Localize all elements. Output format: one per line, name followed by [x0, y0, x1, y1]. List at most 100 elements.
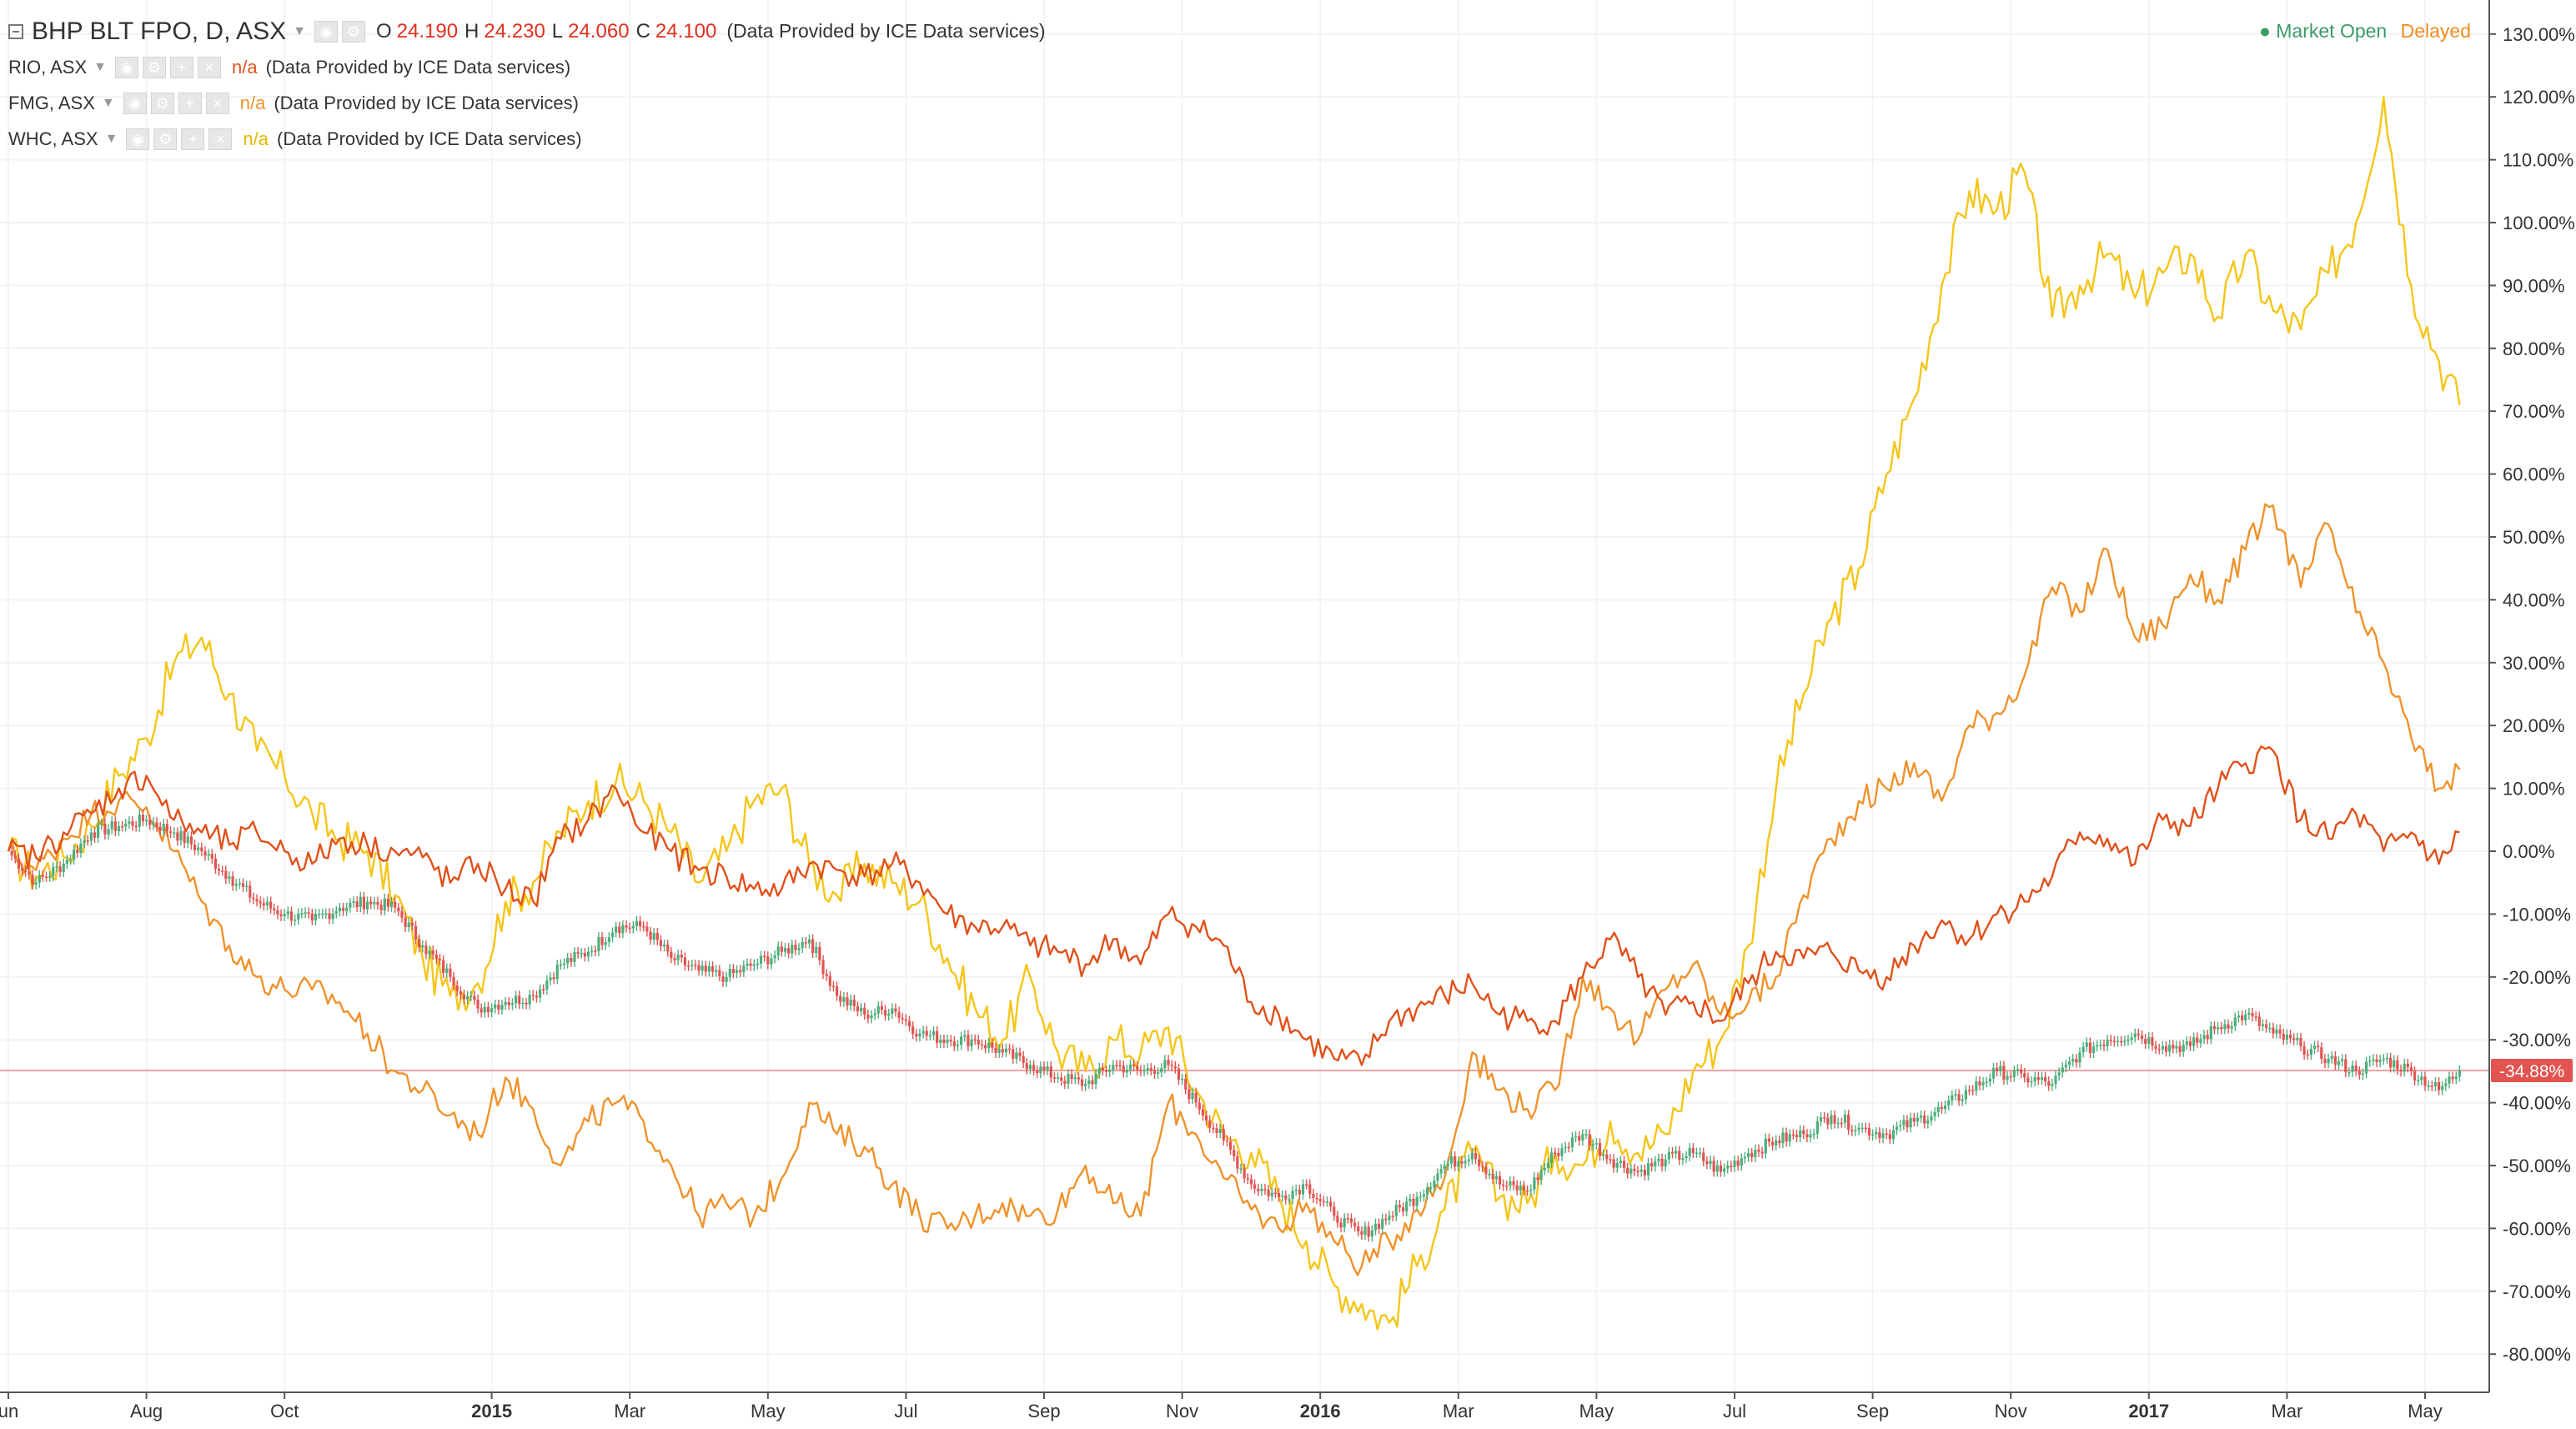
x-tick-label: Aug: [130, 1401, 163, 1421]
candle-body: [831, 985, 836, 988]
collapse-toggle[interactable]: [8, 23, 23, 39]
candle-body: [815, 946, 818, 953]
candle-body: [2375, 1059, 2378, 1063]
candle-body: [1906, 1120, 1909, 1128]
candle-body: [1412, 1198, 1415, 1206]
legend-row-main[interactable]: BHP BLT FPO, D, ASX ▼ ◉ ⚙ O 24.190 H 24.23…: [8, 13, 1046, 49]
candle-body: [1733, 1161, 1736, 1167]
y-tick-label: 70.00%: [2503, 401, 2565, 422]
candle-body: [1329, 1201, 1333, 1207]
close-icon[interactable]: ×: [208, 128, 233, 150]
candle-body: [445, 968, 449, 973]
candle-body: [1015, 1052, 1018, 1059]
candle-body: [1267, 1190, 1270, 1196]
close-icon[interactable]: ×: [205, 92, 229, 114]
gear-icon[interactable]: ⚙: [153, 128, 178, 150]
candle-body: [2433, 1082, 2438, 1087]
chevron-down-icon[interactable]: ▼: [101, 95, 115, 110]
candle-body: [459, 990, 462, 995]
candle-body: [1494, 1176, 1498, 1180]
candle-body: [756, 963, 759, 965]
candle-body: [2096, 1045, 2099, 1047]
candle-body: [1470, 1152, 1474, 1160]
candle-body: [497, 1004, 500, 1010]
chevron-down-icon[interactable]: ▼: [293, 23, 306, 38]
candle-body: [1357, 1226, 1360, 1231]
candle-body: [386, 898, 389, 907]
candle-body: [1429, 1187, 1433, 1189]
candle-body: [400, 911, 404, 918]
candle-body: [1481, 1166, 1484, 1168]
rio-symbol[interactable]: RIO, ASX: [8, 56, 88, 78]
x-axis[interactable]: un Aug Oct 2015 Mar May Jul Sep Nov 2016 Mar May Jul…: [0, 1391, 2489, 1421]
candle-body: [20, 868, 24, 871]
candle-body: [1799, 1130, 1802, 1137]
candle-body: [2437, 1082, 2441, 1091]
candle-body: [1094, 1074, 1097, 1085]
candle-body: [715, 970, 718, 972]
candle-body: [200, 847, 203, 851]
candle-body: [811, 939, 815, 953]
plus-icon[interactable]: +: [181, 128, 205, 150]
candle-body: [1549, 1152, 1554, 1163]
fmg-symbol[interactable]: FMG, ASX: [8, 92, 95, 113]
candle-body: [604, 941, 607, 945]
eye-icon[interactable]: ◉: [123, 92, 147, 114]
x-tick-label: Oct: [270, 1401, 299, 1421]
main-symbol[interactable]: BHP BLT FPO, D, ASX: [32, 17, 287, 45]
eye-icon[interactable]: ◉: [314, 20, 338, 43]
chevron-down-icon[interactable]: ▼: [104, 131, 118, 146]
eye-icon[interactable]: ◉: [126, 128, 150, 150]
candle-body: [89, 832, 93, 841]
candle-body: [1909, 1117, 1912, 1128]
candle-body: [2417, 1080, 2420, 1081]
candle-body: [566, 957, 570, 964]
close-icon[interactable]: ×: [198, 56, 221, 78]
chevron-down-icon[interactable]: ▼: [93, 59, 107, 74]
series-line-whc: [7, 96, 2461, 1331]
candle-body: [2292, 1038, 2296, 1040]
eye-icon[interactable]: ◉: [115, 56, 138, 78]
candle-body: [341, 907, 345, 911]
plus-icon[interactable]: +: [178, 92, 202, 114]
candle-body: [1930, 1116, 1933, 1121]
candle-body: [1867, 1127, 1871, 1136]
y-axis[interactable]: 130.00% 120.00% 110.00% 100.00% 90.00% 80.00%…: [2488, 0, 2575, 1392]
candle-body: [752, 964, 756, 966]
candle-body: [1560, 1148, 1564, 1156]
candle-body: [52, 866, 55, 876]
candle-body: [1457, 1161, 1460, 1167]
candle-body: [1916, 1117, 1920, 1122]
candle-body: [2275, 1029, 2278, 1034]
candle-body: [2341, 1059, 2344, 1061]
candle-body: [1405, 1201, 1409, 1211]
legend-row-fmg[interactable]: FMG, ASX ▼ ◉ ⚙ + × n/a (Data Provided by IC…: [8, 85, 1046, 121]
candle-body: [1546, 1162, 1550, 1169]
y-tick-label: 20.00%: [2503, 715, 2565, 736]
plus-icon[interactable]: +: [170, 56, 193, 78]
candle-body: [1163, 1060, 1167, 1069]
rio-value: n/a: [232, 56, 258, 78]
candle-body: [655, 932, 659, 940]
gear-icon[interactable]: ⚙: [143, 56, 166, 78]
candle-body: [41, 875, 44, 877]
legend-row-rio[interactable]: RIO, ASX ▼ ◉ ⚙ + × n/a (Data Provided by IC…: [8, 49, 1046, 85]
legend-row-whc[interactable]: WHC, ASX ▼ ◉ ⚙ + × n/a (Data Provided by IC…: [8, 121, 1046, 157]
gear-icon[interactable]: ⚙: [150, 92, 174, 114]
candle-body: [1923, 1116, 1926, 1124]
data-source-note: (Data Provided by ICE Data services): [726, 20, 1046, 42]
whc-symbol[interactable]: WHC, ASX: [8, 128, 98, 149]
candle-body: [1685, 1156, 1688, 1159]
candle-body: [148, 820, 152, 825]
gear-icon[interactable]: ⚙: [341, 20, 365, 43]
candle-body: [286, 911, 289, 915]
candle-body: [207, 854, 210, 856]
y-tick-label: -40.00%: [2503, 1093, 2571, 1114]
candle-body: [1336, 1216, 1339, 1223]
candle-body: [494, 1004, 497, 1009]
candle-body: [1270, 1192, 1273, 1196]
candle-body: [289, 911, 294, 921]
candle-body: [2040, 1076, 2044, 1081]
candle-body: [518, 995, 521, 1005]
